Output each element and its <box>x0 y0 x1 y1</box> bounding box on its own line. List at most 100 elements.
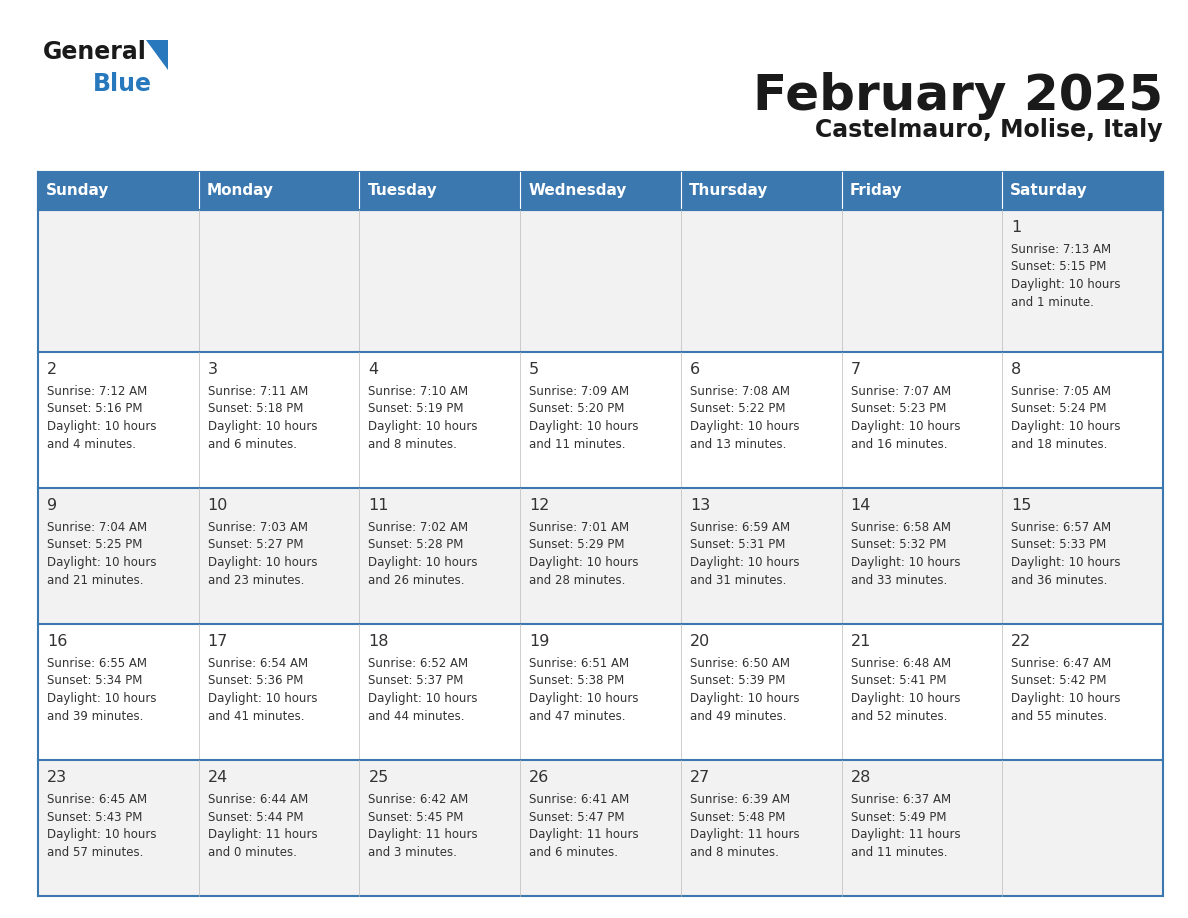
Text: Daylight: 10 hours: Daylight: 10 hours <box>208 692 317 705</box>
Text: 16: 16 <box>48 634 68 649</box>
Text: Daylight: 10 hours: Daylight: 10 hours <box>529 420 639 433</box>
Text: and 11 minutes.: and 11 minutes. <box>851 845 947 858</box>
Bar <box>38 172 1163 210</box>
Text: Sunrise: 7:07 AM: Sunrise: 7:07 AM <box>851 385 950 398</box>
Text: Daylight: 10 hours: Daylight: 10 hours <box>368 692 478 705</box>
Text: and 6 minutes.: and 6 minutes. <box>208 438 297 451</box>
Text: 1: 1 <box>1011 220 1022 235</box>
Text: Sunset: 5:39 PM: Sunset: 5:39 PM <box>690 675 785 688</box>
Text: 10: 10 <box>208 498 228 513</box>
Text: Sunset: 5:38 PM: Sunset: 5:38 PM <box>529 675 625 688</box>
Text: and 18 minutes.: and 18 minutes. <box>1011 438 1107 451</box>
Text: Daylight: 10 hours: Daylight: 10 hours <box>690 692 800 705</box>
Text: 27: 27 <box>690 770 710 785</box>
Text: Sunset: 5:47 PM: Sunset: 5:47 PM <box>529 811 625 823</box>
Bar <box>38 488 1163 624</box>
Text: Sunrise: 7:05 AM: Sunrise: 7:05 AM <box>1011 385 1111 398</box>
Text: Sunset: 5:29 PM: Sunset: 5:29 PM <box>529 539 625 552</box>
Text: Daylight: 11 hours: Daylight: 11 hours <box>529 828 639 841</box>
Text: Saturday: Saturday <box>1010 184 1088 198</box>
Text: Sunrise: 6:54 AM: Sunrise: 6:54 AM <box>208 657 308 670</box>
Text: Daylight: 10 hours: Daylight: 10 hours <box>368 420 478 433</box>
Text: Sunset: 5:33 PM: Sunset: 5:33 PM <box>1011 539 1106 552</box>
Text: Sunset: 5:25 PM: Sunset: 5:25 PM <box>48 539 143 552</box>
Text: February 2025: February 2025 <box>753 72 1163 120</box>
Text: 23: 23 <box>48 770 68 785</box>
Text: Wednesday: Wednesday <box>529 184 626 198</box>
Text: and 55 minutes.: and 55 minutes. <box>1011 710 1107 722</box>
Text: and 28 minutes.: and 28 minutes. <box>529 574 626 587</box>
Text: Sunset: 5:43 PM: Sunset: 5:43 PM <box>48 811 143 823</box>
Text: Sunrise: 7:02 AM: Sunrise: 7:02 AM <box>368 521 468 534</box>
Text: Daylight: 10 hours: Daylight: 10 hours <box>1011 278 1120 291</box>
Bar <box>38 760 1163 896</box>
Polygon shape <box>146 40 168 70</box>
Bar <box>360 172 520 210</box>
Text: 9: 9 <box>48 498 57 513</box>
Text: Sunset: 5:23 PM: Sunset: 5:23 PM <box>851 402 946 416</box>
Text: Sunrise: 7:11 AM: Sunrise: 7:11 AM <box>208 385 308 398</box>
Bar <box>38 172 198 210</box>
Text: 17: 17 <box>208 634 228 649</box>
Text: Sunrise: 6:39 AM: Sunrise: 6:39 AM <box>690 793 790 806</box>
Text: and 26 minutes.: and 26 minutes. <box>368 574 465 587</box>
Text: and 39 minutes.: and 39 minutes. <box>48 710 144 722</box>
Text: 22: 22 <box>1011 634 1031 649</box>
Text: Sunrise: 6:58 AM: Sunrise: 6:58 AM <box>851 521 950 534</box>
Text: 15: 15 <box>1011 498 1031 513</box>
Text: Sunrise: 6:51 AM: Sunrise: 6:51 AM <box>529 657 630 670</box>
Text: Daylight: 10 hours: Daylight: 10 hours <box>1011 556 1120 569</box>
Text: 20: 20 <box>690 634 710 649</box>
Text: Sunrise: 7:01 AM: Sunrise: 7:01 AM <box>529 521 630 534</box>
Text: Daylight: 11 hours: Daylight: 11 hours <box>690 828 800 841</box>
Text: Sunset: 5:37 PM: Sunset: 5:37 PM <box>368 675 463 688</box>
Text: Sunrise: 6:57 AM: Sunrise: 6:57 AM <box>1011 521 1112 534</box>
Text: and 13 minutes.: and 13 minutes. <box>690 438 786 451</box>
Text: Blue: Blue <box>93 72 152 96</box>
Text: and 21 minutes.: and 21 minutes. <box>48 574 144 587</box>
Text: 13: 13 <box>690 498 710 513</box>
Text: Sunrise: 6:47 AM: Sunrise: 6:47 AM <box>1011 657 1112 670</box>
Text: 12: 12 <box>529 498 550 513</box>
Text: Sunset: 5:44 PM: Sunset: 5:44 PM <box>208 811 303 823</box>
Text: Sunrise: 7:08 AM: Sunrise: 7:08 AM <box>690 385 790 398</box>
Bar <box>681 172 841 210</box>
Text: and 3 minutes.: and 3 minutes. <box>368 845 457 858</box>
Text: Sunset: 5:24 PM: Sunset: 5:24 PM <box>1011 402 1107 416</box>
Text: Daylight: 10 hours: Daylight: 10 hours <box>48 556 157 569</box>
Text: Daylight: 10 hours: Daylight: 10 hours <box>690 420 800 433</box>
Text: Sunset: 5:15 PM: Sunset: 5:15 PM <box>1011 261 1107 274</box>
Text: 25: 25 <box>368 770 388 785</box>
Text: and 8 minutes.: and 8 minutes. <box>690 845 778 858</box>
Text: Tuesday: Tuesday <box>367 184 437 198</box>
Text: and 57 minutes.: and 57 minutes. <box>48 845 144 858</box>
Text: Sunday: Sunday <box>46 184 109 198</box>
Text: Daylight: 10 hours: Daylight: 10 hours <box>690 556 800 569</box>
Bar <box>520 172 681 210</box>
Text: Monday: Monday <box>207 184 273 198</box>
Text: Sunrise: 6:41 AM: Sunrise: 6:41 AM <box>529 793 630 806</box>
Text: Daylight: 11 hours: Daylight: 11 hours <box>208 828 317 841</box>
Text: Daylight: 10 hours: Daylight: 10 hours <box>851 692 960 705</box>
Text: 2: 2 <box>48 362 57 377</box>
Text: Sunrise: 7:04 AM: Sunrise: 7:04 AM <box>48 521 147 534</box>
Text: Sunset: 5:20 PM: Sunset: 5:20 PM <box>529 402 625 416</box>
Text: Sunset: 5:45 PM: Sunset: 5:45 PM <box>368 811 463 823</box>
Text: 24: 24 <box>208 770 228 785</box>
Text: Sunset: 5:18 PM: Sunset: 5:18 PM <box>208 402 303 416</box>
Text: Sunset: 5:36 PM: Sunset: 5:36 PM <box>208 675 303 688</box>
Text: 6: 6 <box>690 362 700 377</box>
Text: and 31 minutes.: and 31 minutes. <box>690 574 786 587</box>
Text: Sunrise: 6:44 AM: Sunrise: 6:44 AM <box>208 793 308 806</box>
Text: Sunset: 5:19 PM: Sunset: 5:19 PM <box>368 402 465 416</box>
Text: and 1 minute.: and 1 minute. <box>1011 296 1094 308</box>
Bar <box>38 352 1163 488</box>
Text: 5: 5 <box>529 362 539 377</box>
Text: and 52 minutes.: and 52 minutes. <box>851 710 947 722</box>
Text: Sunrise: 7:03 AM: Sunrise: 7:03 AM <box>208 521 308 534</box>
Text: Thursday: Thursday <box>689 184 769 198</box>
Text: Sunrise: 7:13 AM: Sunrise: 7:13 AM <box>1011 243 1112 256</box>
Text: Sunrise: 7:10 AM: Sunrise: 7:10 AM <box>368 385 468 398</box>
Text: Daylight: 10 hours: Daylight: 10 hours <box>48 420 157 433</box>
Text: Daylight: 10 hours: Daylight: 10 hours <box>851 556 960 569</box>
